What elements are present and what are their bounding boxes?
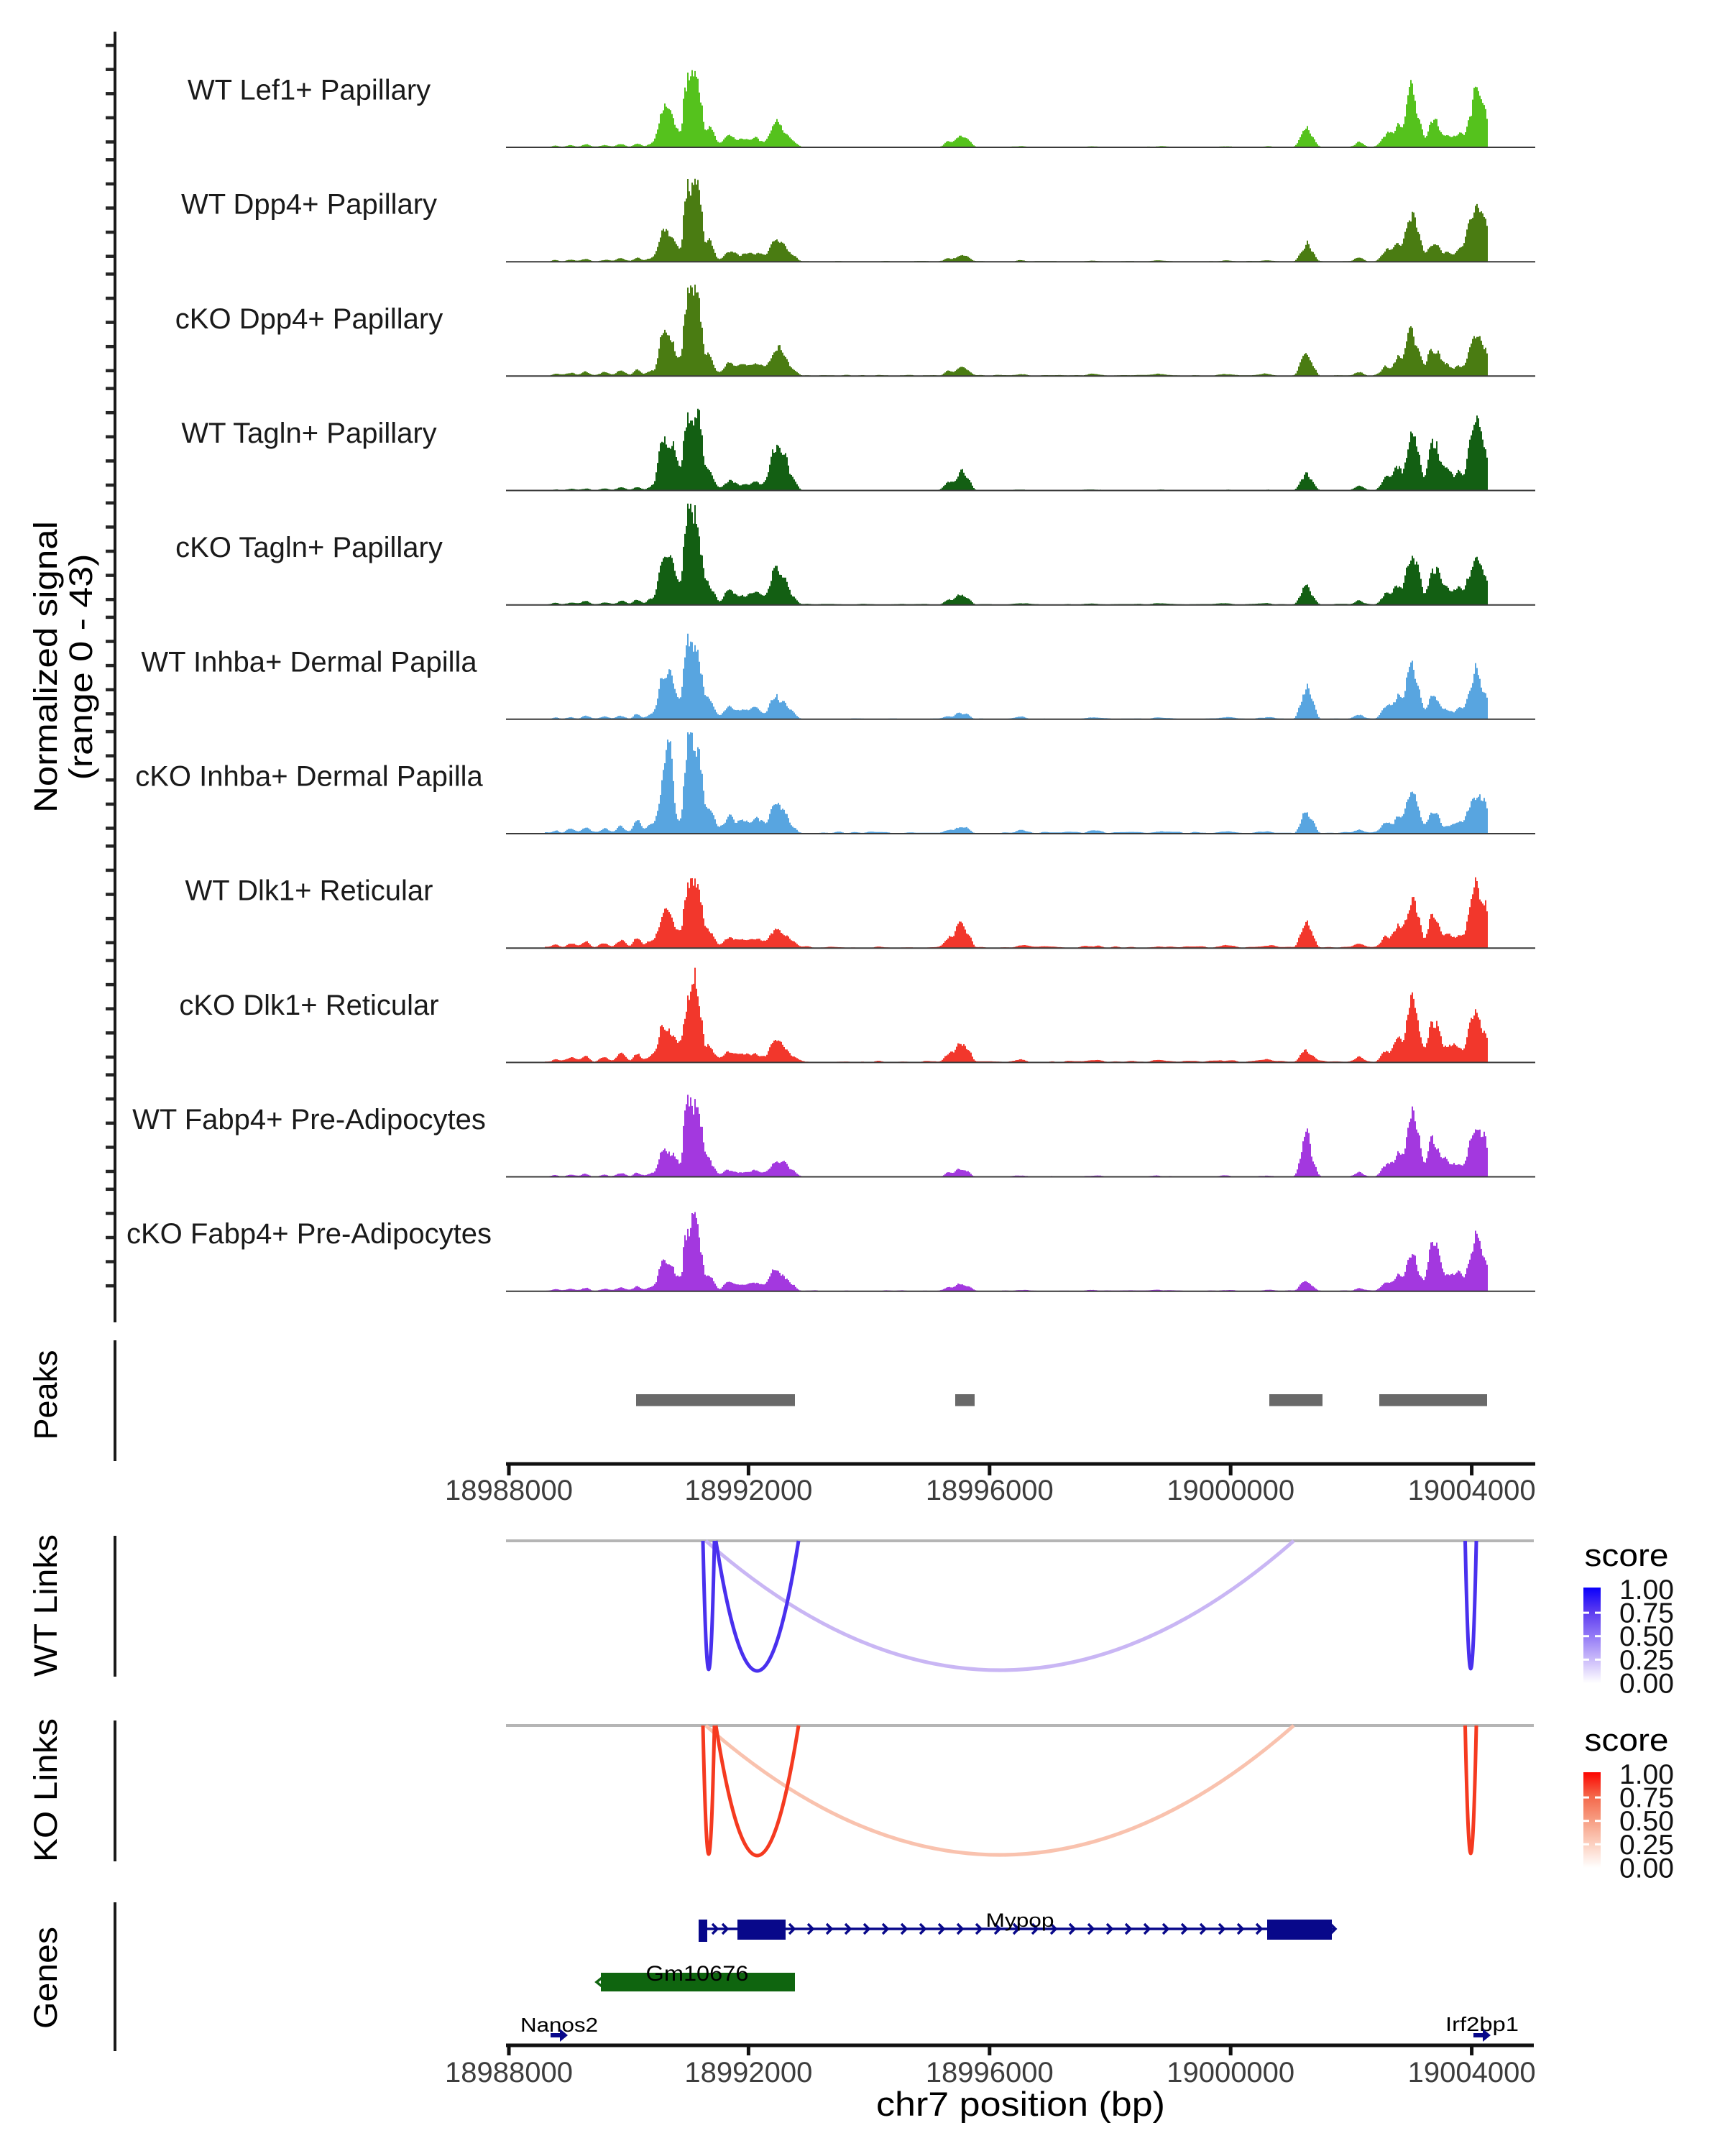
svg-text:WT Tagln+ Papillary: WT Tagln+ Papillary	[181, 418, 436, 449]
svg-text:WT Fabp4+ Pre-Adipocytes: WT Fabp4+ Pre-Adipocytes	[132, 1104, 486, 1135]
svg-text:cKO Dlk1+ Reticular: cKO Dlk1+ Reticular	[179, 990, 438, 1021]
svg-text:WT Lef1+ Papillary: WT Lef1+ Papillary	[188, 75, 431, 106]
svg-text:18992000: 18992000	[684, 2057, 812, 2088]
svg-text:WT Dlk1+ Reticular: WT Dlk1+ Reticular	[185, 875, 433, 907]
svg-text:WT Inhba+ Dermal Papilla: WT Inhba+ Dermal Papilla	[141, 646, 477, 678]
svg-text:score: score	[1585, 1538, 1669, 1573]
svg-text:19000000: 19000000	[1167, 2057, 1294, 2088]
svg-text:0.75: 0.75	[1619, 1783, 1674, 1814]
svg-text:Genes: Genes	[27, 1927, 64, 2029]
svg-text:KO Links: KO Links	[27, 1718, 64, 1862]
svg-text:Peaks: Peaks	[27, 1350, 64, 1439]
svg-text:18988000: 18988000	[445, 2057, 573, 2088]
svg-text:Gm10676: Gm10676	[646, 1962, 749, 1986]
svg-text:19000000: 19000000	[1167, 1475, 1294, 1506]
svg-text:Mypop: Mypop	[986, 1909, 1054, 1931]
svg-text:cKO Fabp4+ Pre-Adipocytes: cKO Fabp4+ Pre-Adipocytes	[126, 1218, 492, 1250]
svg-text:WT Links: WT Links	[27, 1534, 64, 1677]
svg-text:19004000: 19004000	[1408, 1475, 1536, 1506]
svg-text:0.00: 0.00	[1619, 1853, 1674, 1884]
svg-text:0.00: 0.00	[1619, 1668, 1674, 1699]
svg-text:cKO Dpp4+ Papillary: cKO Dpp4+ Papillary	[175, 303, 443, 335]
svg-text:18996000: 18996000	[926, 1475, 1054, 1506]
svg-text:0.50: 0.50	[1619, 1806, 1674, 1837]
svg-text:cKO Tagln+ Papillary: cKO Tagln+ Papillary	[175, 532, 443, 563]
svg-text:Nanos2: Nanos2	[520, 2014, 598, 2036]
svg-text:18992000: 18992000	[684, 1475, 812, 1506]
svg-text:cKO Inhba+ Dermal Papilla: cKO Inhba+ Dermal Papilla	[135, 761, 483, 793]
svg-text:Normalized signal: Normalized signal	[27, 521, 64, 813]
svg-text:0.50: 0.50	[1619, 1621, 1674, 1652]
svg-text:(range 0 - 43): (range 0 - 43)	[63, 554, 99, 780]
svg-text:WT Dpp4+ Papillary: WT Dpp4+ Papillary	[181, 189, 437, 221]
svg-text:chr7 position (bp): chr7 position (bp)	[876, 2085, 1165, 2123]
svg-text:1.00: 1.00	[1619, 1759, 1674, 1790]
svg-text:18988000: 18988000	[445, 1475, 573, 1506]
svg-text:0.25: 0.25	[1619, 1830, 1674, 1861]
svg-text:score: score	[1585, 1723, 1669, 1758]
svg-text:0.75: 0.75	[1619, 1598, 1674, 1629]
svg-text:19004000: 19004000	[1408, 2057, 1536, 2088]
svg-text:1.00: 1.00	[1619, 1575, 1674, 1606]
svg-text:18996000: 18996000	[926, 2057, 1054, 2088]
svg-text:0.25: 0.25	[1619, 1645, 1674, 1676]
svg-text:Irf2bp1: Irf2bp1	[1445, 2013, 1519, 2035]
